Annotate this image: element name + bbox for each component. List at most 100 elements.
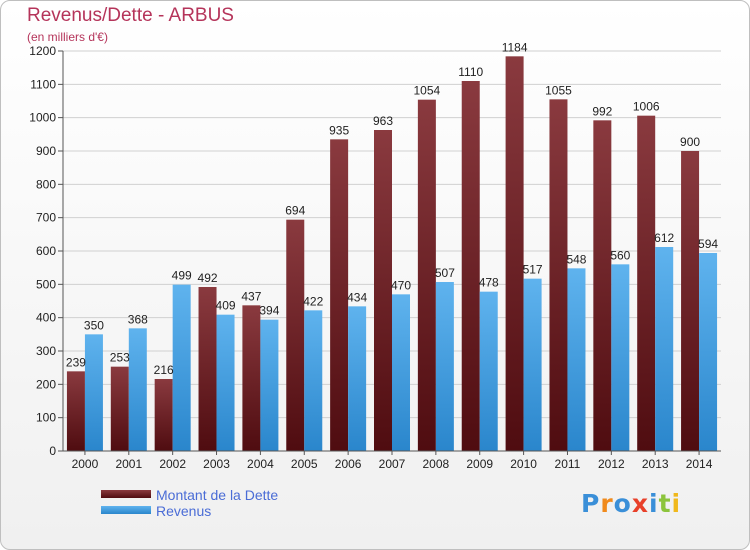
data-label-revenus: 350: [84, 318, 104, 332]
data-label-revenus: 470: [391, 278, 411, 292]
data-label-revenus: 394: [259, 304, 279, 318]
data-label-dette: 963: [373, 114, 393, 128]
bar-dette: [154, 379, 173, 451]
bar-revenus: [611, 264, 630, 451]
y-tick-label: 400: [36, 311, 56, 325]
data-label-dette: 1054: [414, 84, 441, 98]
bar-dette: [549, 99, 568, 451]
data-label-dette: 239: [66, 355, 86, 369]
data-label-dette: 492: [198, 271, 218, 285]
bar-dette: [505, 56, 524, 451]
x-tick-label: 2000: [72, 457, 99, 471]
data-label-revenus: 517: [523, 263, 543, 277]
x-tick-label: 2011: [555, 457, 581, 471]
bar-revenus: [567, 268, 586, 451]
logo-letter: x: [631, 489, 649, 518]
bar-revenus: [479, 291, 498, 451]
bar-dette: [593, 120, 612, 451]
legend-swatch-revenus: [101, 506, 151, 514]
bar-revenus: [348, 306, 367, 451]
bar-dette: [461, 81, 480, 451]
data-label-dette: 694: [285, 204, 305, 218]
bar-revenus: [655, 247, 674, 451]
data-label-dette: 1006: [633, 100, 660, 114]
y-tick-label: 300: [36, 344, 56, 358]
bar-dette: [286, 219, 305, 451]
bar-dette: [330, 139, 349, 452]
x-tick-label: 2001: [115, 457, 142, 471]
logo-letter: i: [649, 489, 659, 518]
data-label-revenus: 409: [216, 299, 236, 313]
x-tick-label: 2002: [159, 457, 186, 471]
y-tick-label: 100: [36, 411, 56, 425]
data-label-dette: 437: [241, 289, 261, 303]
x-tick-label: 2006: [335, 457, 362, 471]
data-label-dette: 900: [680, 135, 700, 149]
data-label-dette: 992: [592, 104, 612, 118]
y-tick-label: 1000: [29, 111, 56, 125]
data-label-revenus: 478: [479, 276, 499, 290]
y-tick-label: 700: [36, 211, 56, 225]
data-label-dette: 1184: [502, 40, 528, 54]
data-label-revenus: 499: [172, 269, 192, 283]
legend-swatch-dette: [101, 490, 151, 498]
logo-letter: P: [581, 489, 601, 518]
x-tick-label: 2010: [510, 457, 537, 471]
bar-revenus: [172, 284, 191, 451]
bar-revenus: [260, 319, 279, 451]
x-tick-label: 2005: [291, 457, 318, 471]
bar-revenus: [699, 253, 718, 451]
proxiti-logo: Proxiti: [581, 489, 681, 518]
x-tick-label: 2004: [247, 457, 274, 471]
x-tick-label: 2003: [203, 457, 230, 471]
y-tick-label: 600: [36, 244, 56, 258]
data-label-dette: 253: [110, 351, 130, 365]
x-tick-label: 2013: [642, 457, 669, 471]
logo-letter: i: [671, 489, 682, 518]
y-tick-label: 0: [49, 444, 56, 458]
bar-dette: [198, 287, 217, 451]
legend-label-dette: Montant de la Dette: [156, 487, 279, 503]
logo-letter: o: [613, 489, 632, 518]
bar-dette: [242, 305, 261, 451]
x-tick-label: 2008: [423, 457, 450, 471]
data-label-dette: 1110: [458, 65, 483, 79]
data-label-dette: 216: [154, 363, 174, 377]
bar-revenus: [128, 328, 147, 451]
y-tick-label: 200: [36, 377, 56, 391]
bar-revenus: [435, 282, 454, 451]
logo-letter: r: [600, 489, 614, 518]
legend-label-revenus: Revenus: [156, 503, 212, 519]
x-tick-label: 2007: [379, 457, 406, 471]
y-tick-label: 1100: [30, 77, 56, 91]
bar-dette: [417, 99, 436, 452]
data-label-dette: 935: [329, 123, 349, 137]
data-label-revenus: 548: [566, 252, 586, 266]
chart-subtitle: (en milliers d'€): [27, 30, 108, 44]
y-tick-label: 900: [36, 144, 56, 158]
data-label-dette: 1055: [545, 83, 572, 97]
bar-revenus: [392, 294, 410, 451]
bar-dette: [66, 371, 85, 451]
chart-title: Revenus/Dette - ARBUS: [27, 5, 234, 26]
data-label-revenus: 612: [654, 231, 674, 245]
y-tick-label: 1200: [29, 44, 56, 58]
bar-revenus: [84, 334, 103, 451]
y-tick-label: 500: [36, 277, 56, 291]
bar-dette: [637, 115, 656, 452]
logo-letter: t: [658, 489, 672, 518]
bar-dette: [110, 366, 129, 451]
bar-revenus: [216, 314, 235, 451]
data-label-revenus: 434: [347, 290, 367, 304]
bar-dette: [681, 151, 700, 451]
bar-dette: [374, 130, 392, 451]
data-label-revenus: 594: [698, 237, 718, 251]
y-tick-label: 800: [36, 177, 56, 191]
x-tick-label: 2014: [686, 457, 713, 471]
x-tick-label: 2012: [598, 457, 625, 471]
bar-revenus: [304, 310, 323, 451]
data-label-revenus: 422: [303, 294, 323, 308]
data-label-revenus: 368: [128, 312, 148, 326]
